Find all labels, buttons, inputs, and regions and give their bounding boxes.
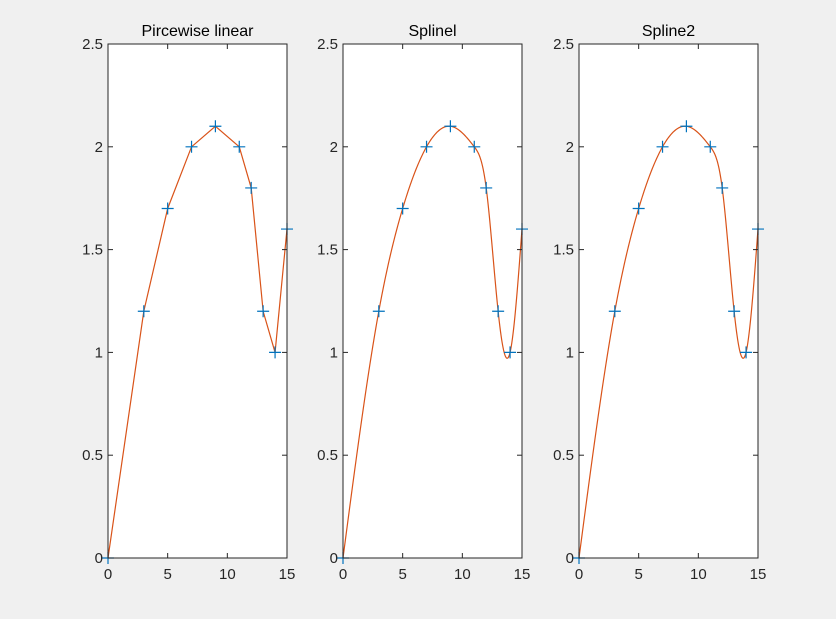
series-line: [107, 125, 288, 559]
y-tick-label: 2: [330, 139, 338, 156]
chart-title: Splinel: [408, 23, 456, 40]
axes-area: [343, 44, 522, 558]
y-tick-label: 1.5: [317, 242, 338, 259]
data-point-marker: [161, 202, 174, 215]
data-point-marker: [680, 120, 693, 133]
y-tick-label: 0.5: [317, 447, 338, 464]
axes-box: [342, 43, 523, 559]
x-tick-label: 15: [514, 566, 531, 583]
x-tick-label: 10: [454, 566, 471, 583]
axes-area: [108, 44, 287, 558]
y-tick-label: 0: [95, 550, 103, 567]
data-point-marker: [420, 140, 433, 153]
plot-marks: [573, 120, 764, 564]
y-tick-label: 1: [330, 344, 338, 361]
data-point-marker: [396, 202, 409, 215]
data-point-marker: [209, 120, 222, 133]
subplot-3: Spline2 0 5 10 15 0 0.5 1 1.5 2 2.5: [553, 23, 766, 583]
y-tick-label: 0: [566, 550, 574, 567]
data-point-marker: [372, 305, 385, 318]
data-point-marker: [740, 346, 753, 359]
x-tick-label: 5: [634, 566, 642, 583]
y-tick-label: 2.5: [82, 36, 103, 53]
x-tick-label: 10: [690, 566, 707, 583]
x-tick-label: 0: [339, 566, 347, 583]
y-tick-label: 2.5: [553, 36, 574, 53]
x-tick-label: 15: [750, 566, 767, 583]
chart-title: Spline2: [642, 23, 695, 40]
axes-area: [579, 44, 758, 558]
y-tick-label: 2: [95, 139, 103, 156]
data-point-marker: [728, 305, 741, 318]
data-point-marker: [608, 305, 621, 318]
y-tick-label: 2.5: [317, 36, 338, 53]
data-point-marker: [137, 305, 150, 318]
data-point-marker: [480, 181, 493, 194]
axes-box: [578, 43, 759, 559]
data-point-marker: [185, 140, 198, 153]
y-tick-label: 1: [95, 344, 103, 361]
x-tick-label: 10: [219, 566, 236, 583]
y-tick-label: 1.5: [553, 242, 574, 259]
subplot-2: Splinel 0 5 10 15 0 0.5 1 1.5 2 2.5: [317, 23, 530, 583]
data-point-marker: [504, 346, 517, 359]
y-tick-label: 2: [566, 139, 574, 156]
x-tick-label: 0: [104, 566, 112, 583]
data-point-marker: [257, 305, 270, 318]
axes-box: [107, 43, 288, 559]
data-point-marker: [269, 346, 282, 359]
data-point-marker: [656, 140, 669, 153]
y-tick-label: 1: [566, 344, 574, 361]
data-point-marker: [233, 140, 246, 153]
series-line: [578, 125, 759, 559]
x-tick-label: 0: [575, 566, 583, 583]
data-point-marker: [492, 305, 505, 318]
y-tick-label: 0: [330, 550, 338, 567]
chart-title: Pircewise linear: [141, 23, 254, 40]
x-tick-label: 15: [279, 566, 296, 583]
data-point-marker: [704, 140, 717, 153]
series-line: [342, 125, 523, 559]
data-point-marker: [444, 120, 457, 133]
x-tick-label: 5: [398, 566, 406, 583]
data-point-marker: [245, 181, 258, 194]
y-tick-label: 1.5: [82, 242, 103, 259]
y-tick-label: 0.5: [82, 447, 103, 464]
data-point-marker: [632, 202, 645, 215]
data-point-marker: [468, 140, 481, 153]
x-tick-label: 5: [163, 566, 171, 583]
y-tick-label: 0.5: [553, 447, 574, 464]
data-point-marker: [716, 181, 729, 194]
subplot-1: Pircewise linear 0 5 10 15 0 0.5 1 1.5 2…: [82, 23, 295, 583]
